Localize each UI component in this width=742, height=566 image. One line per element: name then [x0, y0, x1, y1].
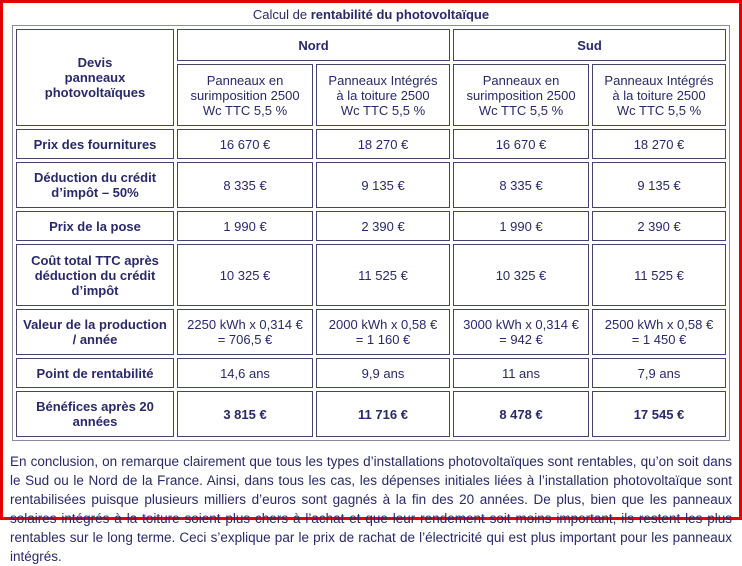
value-cell: 2 390 €	[316, 211, 450, 241]
value-cell: 18 270 €	[592, 129, 726, 159]
table-row-deduction-credit: Déduction du crédit d’impôt – 50% 8 335 …	[16, 162, 726, 208]
nord-header-cell: Nord	[177, 29, 450, 61]
value-cell: 8 478 €	[453, 391, 589, 437]
row-label: Prix de la pose	[16, 211, 174, 241]
value-cell: 2 390 €	[592, 211, 726, 241]
sud-header-cell: Sud	[453, 29, 726, 61]
table-row-cout-total: Coût total TTC après déduction du crédit…	[16, 244, 726, 306]
value-cell: 17 545 €	[592, 391, 726, 437]
value-cell: 14,6 ans	[177, 358, 313, 388]
value-cell: 10 325 €	[177, 244, 313, 306]
value-cell: 3000 kWh x 0,314 € = 942 €	[453, 309, 589, 355]
value-cell: 11 716 €	[316, 391, 450, 437]
subheader-cell-nord-integres: Panneaux Intégrés à la toiture 2500 Wc T…	[316, 64, 450, 126]
value-cell: 8 335 €	[453, 162, 589, 208]
value-cell: 18 270 €	[316, 129, 450, 159]
value-cell: 16 670 €	[177, 129, 313, 159]
value-cell: 11 525 €	[592, 244, 726, 306]
profitability-table: Devis panneaux photovoltaïques Nord Sud …	[12, 25, 730, 441]
row-label: Bénéfices après 20 années	[16, 391, 174, 437]
conclusion-paragraph: En conclusion, on remarque clairement qu…	[10, 454, 732, 564]
row-label: Prix des fournitures	[16, 129, 174, 159]
value-cell: 9 135 €	[316, 162, 450, 208]
value-cell: 11 ans	[453, 358, 589, 388]
value-cell: 7,9 ans	[592, 358, 726, 388]
corner-header-cell: Devis panneaux photovoltaïques	[16, 29, 174, 126]
value-cell: 2000 kWh x 0,58 € = 1 160 €	[316, 309, 450, 355]
value-cell: 1 990 €	[177, 211, 313, 241]
region-header-row: Devis panneaux photovoltaïques Nord Sud	[16, 29, 726, 126]
value-cell: 16 670 €	[453, 129, 589, 159]
table-row-pose: Prix de la pose 1 990 € 2 390 € 1 990 € …	[16, 211, 726, 241]
row-label: Coût total TTC après déduction du crédit…	[16, 244, 174, 306]
row-label: Valeur de la production / année	[16, 309, 174, 355]
value-cell: 8 335 €	[177, 162, 313, 208]
subheader-cell-nord-surimposition: Panneaux en surimposition 2500 Wc TTC 5,…	[177, 64, 313, 126]
value-cell: 11 525 €	[316, 244, 450, 306]
table-row-fournitures: Prix des fournitures 16 670 € 18 270 € 1…	[16, 129, 726, 159]
value-cell: 2250 kWh x 0,314 € = 706,5 €	[177, 309, 313, 355]
row-label: Point de rentabilité	[16, 358, 174, 388]
value-cell: 9,9 ans	[316, 358, 450, 388]
value-cell: 3 815 €	[177, 391, 313, 437]
document-title-bold: rentabilité du photovoltaïque	[310, 7, 490, 22]
subheader-cell-sud-surimposition: Panneaux en surimposition 2500 Wc TTC 5,…	[453, 64, 589, 126]
table-row-benefices: Bénéfices après 20 années 3 815 € 11 716…	[16, 391, 726, 437]
value-cell: 2500 kWh x 0,58 € = 1 450 €	[592, 309, 726, 355]
subheader-row: Panneaux en surimposition 2500 Wc TTC 5,…	[16, 64, 726, 126]
row-label: Déduction du crédit d’impôt – 50%	[16, 162, 174, 208]
document-title-prefix: Calcul de	[252, 7, 311, 22]
table-row-valeur-production: Valeur de la production / année 2250 kWh…	[16, 309, 726, 355]
table-row-point-rentabilite: Point de rentabilité 14,6 ans 9,9 ans 11…	[16, 358, 726, 388]
document-title: Calcul de rentabilité du photovoltaïque	[3, 3, 739, 25]
value-cell: 10 325 €	[453, 244, 589, 306]
subheader-cell-sud-integres: Panneaux Intégrés à la toiture 2500 Wc T…	[592, 64, 726, 126]
value-cell: 1 990 €	[453, 211, 589, 241]
value-cell: 9 135 €	[592, 162, 726, 208]
